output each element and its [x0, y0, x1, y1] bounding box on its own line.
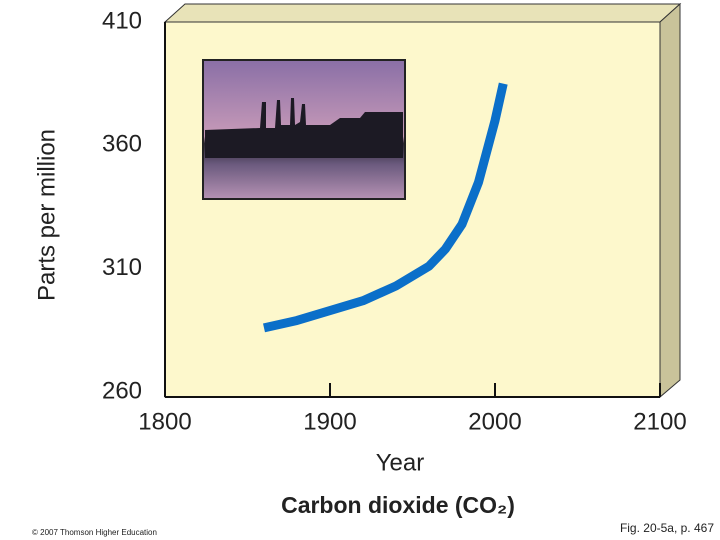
y-axis-label: Parts per million — [33, 129, 60, 301]
x-tick-label: 2100 — [633, 408, 686, 435]
x-tick-label: 1900 — [303, 408, 356, 435]
credit: © 2007 Thomson Higher Education — [32, 528, 157, 537]
x-axis-label: Year — [376, 449, 425, 476]
x-tick-label: 1800 — [138, 408, 191, 435]
chart-title: Carbon dioxide (CO₂) — [281, 492, 515, 518]
y-tick-label: 360 — [102, 131, 142, 158]
figure-ref: Fig. 20-5a, p. 467 — [620, 521, 714, 535]
box-side — [659, 2, 681, 399]
y-tick-label: 260 — [102, 377, 142, 404]
photo — [202, 59, 406, 200]
y-tick-label: 410 — [102, 7, 142, 34]
data-line — [263, 82, 508, 333]
y-tick-label: 310 — [102, 254, 142, 281]
x-tick-label: 2000 — [468, 408, 521, 435]
photo-skyline — [205, 98, 403, 158]
box-top — [163, 3, 682, 23]
